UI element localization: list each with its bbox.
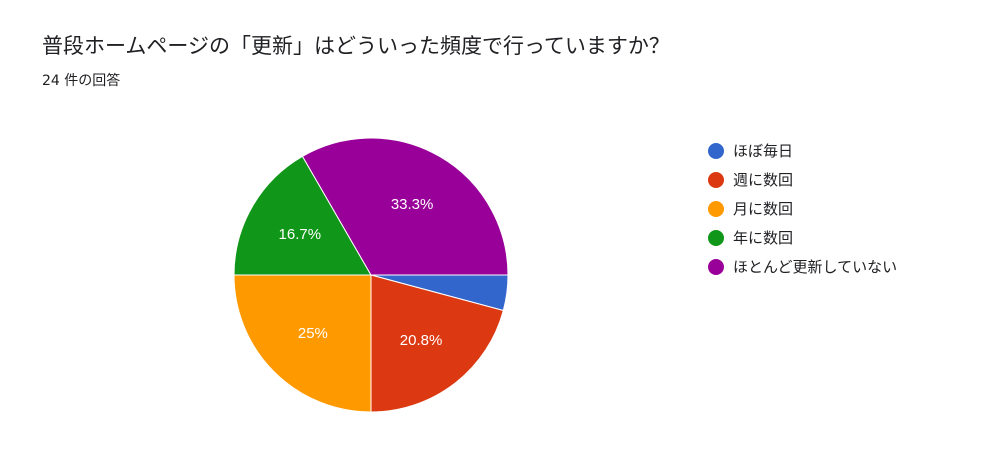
legend-label: ほとんど更新していない bbox=[733, 258, 898, 276]
slice-label-4: 33.3% bbox=[391, 196, 434, 213]
legend-item-3[interactable]: 年に数回 bbox=[708, 223, 897, 252]
legend-label: ほぼ毎日 bbox=[733, 142, 794, 160]
legend-item-2[interactable]: 月に数回 bbox=[708, 194, 897, 223]
response-count: 24 件の回答 bbox=[42, 73, 121, 89]
pie-slice-4[interactable] bbox=[301, 137, 509, 276]
legend-swatch bbox=[708, 200, 724, 217]
slice-label-2: 25% bbox=[298, 325, 328, 342]
legend-swatch bbox=[708, 229, 724, 246]
legend-item-1[interactable]: 週に数回 bbox=[708, 165, 897, 194]
slice-label-1: 20.8% bbox=[400, 332, 443, 349]
chart-legend: ほぼ毎日週に数回月に数回年に数回ほとんど更新していない bbox=[708, 136, 897, 281]
legend-swatch bbox=[708, 142, 724, 159]
legend-swatch bbox=[708, 171, 724, 188]
legend-item-0[interactable]: ほぼ毎日 bbox=[708, 136, 897, 165]
legend-item-4[interactable]: ほとんど更新していない bbox=[708, 252, 897, 281]
pie-slice-3[interactable] bbox=[233, 155, 372, 276]
pie-slice-1[interactable] bbox=[370, 274, 504, 413]
slice-label-3: 16.7% bbox=[279, 226, 322, 243]
legend-label: 年に数回 bbox=[733, 229, 794, 247]
legend-swatch bbox=[708, 258, 724, 275]
chart-title: 普段ホームページの「更新」はどういった頻度で行っていますか？ bbox=[42, 34, 670, 58]
legend-label: 週に数回 bbox=[733, 171, 794, 189]
legend-label: 月に数回 bbox=[733, 200, 794, 218]
pie-slice-2[interactable] bbox=[233, 274, 372, 413]
